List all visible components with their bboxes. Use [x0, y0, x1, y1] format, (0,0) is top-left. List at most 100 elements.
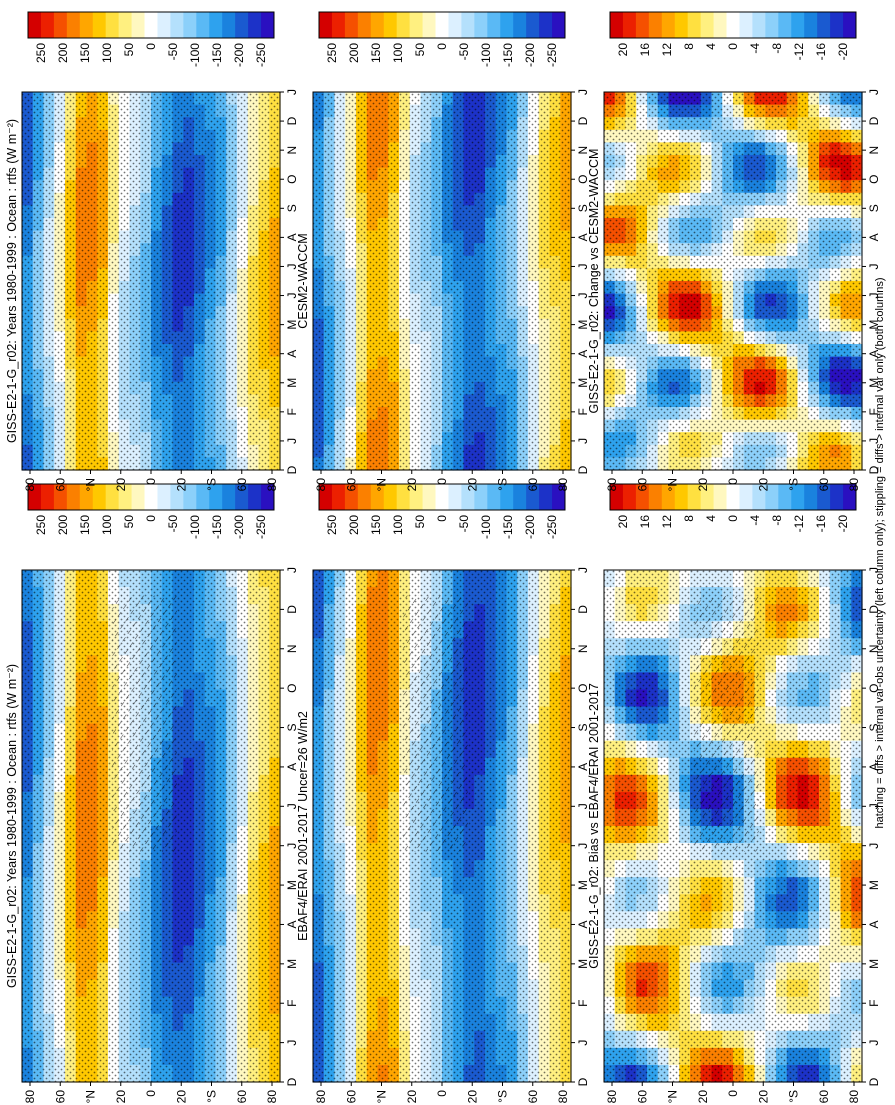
colorbar-swatch [209, 12, 223, 38]
colorbar-swatch [422, 484, 437, 510]
month-tick-label: M [285, 880, 299, 890]
month-tick-label: S [285, 204, 299, 212]
colorbar-label: 16 [638, 43, 652, 57]
month-tick-label: M [576, 378, 590, 388]
month-tick-label: D [576, 605, 590, 614]
month-tick-label: J [576, 803, 590, 809]
colorbar-swatch [765, 12, 779, 38]
colorbar-label: -16 [814, 515, 828, 533]
month-tick-label: J [867, 803, 881, 809]
colorbar-label: -16 [814, 43, 828, 61]
colorbar-swatch [157, 12, 171, 38]
colorbar-label: 8 [682, 43, 696, 50]
lat-tick-label: 60 [817, 478, 831, 492]
lat-tick-label: 60 [344, 478, 358, 492]
panel-obs-left: 80 60 °N 20 0 20 °S 60 80DJFMAMJJASONDJEBAF4/ERA… [296, 567, 590, 1103]
colorbar-label: 150 [369, 515, 383, 535]
month-tick-label: S [867, 724, 881, 732]
month-tick-label: J [285, 843, 299, 849]
colorbar-label: -100 [479, 43, 493, 67]
colorbar-label: 100 [100, 515, 114, 535]
colorbar-label: 250 [325, 43, 339, 63]
colorbar-swatch [648, 484, 663, 510]
lat-tick-label: 80 [23, 478, 37, 492]
lat-tick-label: °N [375, 1090, 389, 1103]
lat-tick-label: 80 [23, 1090, 37, 1104]
colorbar-swatch [830, 484, 844, 510]
colorbar-swatch [752, 12, 766, 38]
month-tick-label: O [867, 175, 881, 184]
lat-tick-label: 80 [605, 1090, 619, 1104]
colorbar-label: -50 [166, 515, 180, 533]
colorbar-label: -250 [254, 43, 268, 67]
panel-title: GISS-E2-1-G_r02: Bias vs EBAF4/ERAI 2001… [587, 683, 601, 969]
month-tick-label: O [576, 175, 590, 184]
lat-tick-label: °N [375, 478, 389, 491]
lat-tick-label: 80 [314, 478, 328, 492]
stippling [313, 92, 571, 470]
month-tick-label: D [867, 465, 881, 474]
colorbar-swatch [383, 12, 398, 38]
colorbar: 250 200 150 100 50 0 -50 -100 -150 -200 -250 [318, 483, 566, 539]
colorbar-label: -100 [188, 43, 202, 67]
colorbar-label: 50 [413, 43, 427, 57]
colorbar-swatch [196, 12, 210, 38]
month-tick-label: J [285, 1040, 299, 1046]
month-tick-label: J [867, 89, 881, 95]
month-tick-label: A [576, 233, 590, 241]
panel-title: CESM2-WACCM [296, 233, 310, 328]
colorbar-label: 250 [34, 43, 48, 63]
month-tick-label: M [285, 959, 299, 969]
colorbar-swatch [131, 12, 146, 38]
month-tick-label: J [867, 263, 881, 269]
colorbar-swatch [713, 484, 728, 510]
footnote: hatching = diffs > internal var-obs unce… [874, 277, 886, 828]
colorbar-swatch [235, 484, 249, 510]
colorbar-label: -150 [210, 515, 224, 539]
colorbar-swatch [422, 12, 437, 38]
hatching [694, 595, 759, 852]
month-tick-label: D [867, 605, 881, 614]
month-tick-label: M [867, 880, 881, 890]
colorbar-swatch [196, 484, 210, 510]
colorbar-swatch [261, 484, 275, 510]
colorbar-swatch [344, 484, 359, 510]
month-tick-label: J [867, 438, 881, 444]
colorbar-swatch [79, 12, 94, 38]
colorbar-swatch [118, 484, 133, 510]
colorbar-swatch [539, 12, 553, 38]
colorbar-swatch [661, 12, 676, 38]
lat-tick-label: 60 [53, 1090, 67, 1104]
month-tick-label: F [285, 1000, 299, 1007]
lat-tick-label: 60 [53, 478, 67, 492]
colorbar-swatch [610, 12, 624, 38]
month-tick-label: F [576, 408, 590, 415]
lat-tick-label: 60 [526, 1090, 540, 1104]
lat-tick-label: °S [205, 1090, 219, 1103]
colorbar-label: -4 [748, 515, 762, 526]
lat-tick-label: 20 [405, 1090, 419, 1104]
colorbar-label: 12 [660, 515, 674, 529]
colorbar-swatch [435, 12, 449, 38]
colorbar-swatch [66, 484, 81, 510]
colorbar-label: 4 [704, 515, 718, 522]
colorbar-swatch [144, 484, 158, 510]
colorbar-swatch [157, 484, 171, 510]
colorbar-swatch [817, 12, 831, 38]
month-tick-label: J [285, 89, 299, 95]
colorbar-label: 16 [638, 515, 652, 529]
month-tick-label: M [867, 959, 881, 969]
lat-tick-label: 20 [174, 478, 188, 492]
month-tick-label: F [867, 408, 881, 415]
month-tick-label: S [867, 204, 881, 212]
month-tick-label: D [576, 465, 590, 474]
lat-tick-label: 60 [235, 478, 249, 492]
lat-tick-label: 60 [817, 1090, 831, 1104]
colorbar-swatch [235, 12, 249, 38]
colorbar-label: 0 [435, 43, 449, 50]
colorbar-label: 250 [34, 515, 48, 535]
colorbar-swatch [752, 484, 766, 510]
colorbar-swatch [765, 484, 779, 510]
lat-tick-label: 80 [847, 478, 861, 492]
month-tick-label: M [285, 378, 299, 388]
